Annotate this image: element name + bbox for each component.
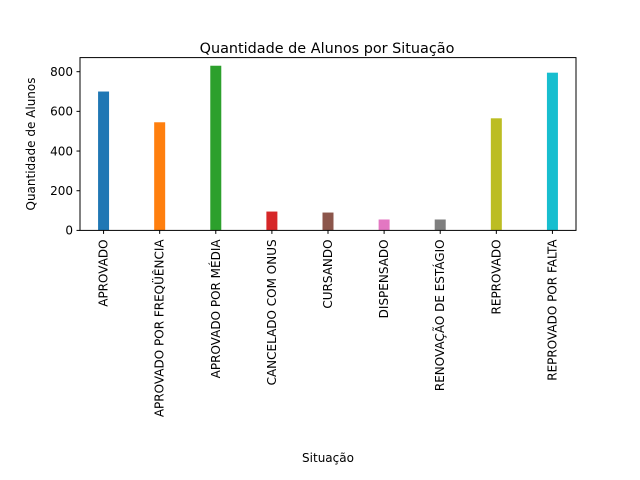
bars-group	[98, 65, 558, 231]
y-axis-label: Quantidade de Alunos	[24, 78, 38, 211]
bar	[434, 219, 446, 231]
bar	[154, 122, 166, 231]
x-tick-label: APROVADO POR FREQÜÊNCIA	[151, 239, 167, 418]
bar	[98, 91, 110, 231]
bar	[266, 211, 278, 231]
plot-frame	[79, 57, 577, 231]
x-tick-label: RENOVAÇÃO DE ESTÁGIO	[432, 239, 447, 391]
y-tick-label: 800	[50, 65, 73, 79]
bar	[210, 65, 222, 231]
x-tick-label: DISPENSADO	[377, 239, 391, 318]
bar	[546, 72, 558, 231]
bar	[378, 219, 390, 231]
x-axis-ticks: APROVADO APROVADO POR FREQÜÊNCIA APROVADO …	[97, 230, 559, 418]
y-tick-label: 600	[50, 105, 73, 119]
x-tick-label: REPROVADO	[489, 239, 503, 314]
y-tick-label: 200	[50, 184, 73, 198]
x-tick-label: CANCELADO COM ONUS	[265, 239, 279, 385]
x-tick-label: REPROVADO POR FALTA	[545, 239, 559, 381]
x-tick-label: APROVADO	[97, 239, 111, 306]
y-axis-ticks: 0 200 400 600 800	[50, 65, 80, 238]
bar	[490, 118, 502, 231]
x-axis-label: Situação	[302, 451, 354, 465]
y-tick-label: 400	[50, 144, 73, 158]
y-tick-label: 0	[65, 224, 73, 238]
x-tick-label: CURSANDO	[321, 239, 335, 308]
bar	[322, 212, 334, 231]
chart-title: Quantidade de Alunos por Situação	[200, 41, 455, 57]
x-tick-label: APROVADO POR MÉDIA	[208, 239, 223, 379]
